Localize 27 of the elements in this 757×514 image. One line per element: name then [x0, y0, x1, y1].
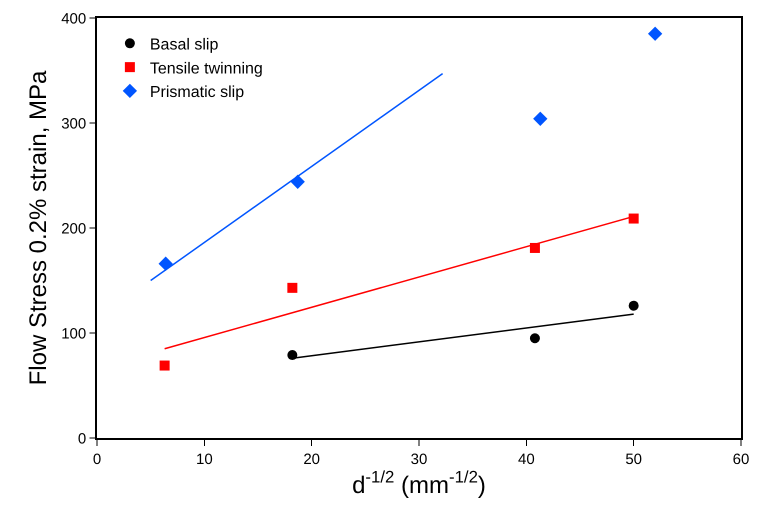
legend-label: Tensile twinning [150, 60, 263, 78]
point [628, 300, 639, 311]
point [158, 256, 173, 271]
y-tick-label: 400 [61, 10, 86, 28]
point [648, 26, 662, 41]
x-tick-label: 30 [410, 450, 428, 468]
point [290, 174, 305, 189]
x-tick-label: 50 [625, 450, 642, 468]
x-axis-title: d$^{-1/2}$ (mm$^{-1/2}$) [352, 468, 486, 499]
x-tick-label: 10 [196, 450, 213, 468]
x-tick-label: 20 [303, 450, 320, 468]
y-tick-label: 200 [61, 220, 86, 238]
point [530, 333, 540, 344]
x-tick-label: 0 [92, 450, 102, 468]
legend-label: Basal slip [150, 36, 218, 54]
point [287, 350, 298, 360]
x-tick-label: 40 [518, 450, 535, 468]
x-tick-label: 60 [732, 450, 750, 468]
y-tick-label: 300 [61, 115, 86, 132]
legend-label: Prismatic slip [150, 84, 244, 102]
point [533, 112, 548, 126]
point [160, 360, 170, 371]
y-tick-label: 100 [61, 325, 86, 342]
y-tick-label: 0 [78, 430, 86, 448]
y-axis-title: Flow Stress 0.2% strain, MPa [24, 70, 52, 386]
point [628, 214, 639, 224]
point [287, 282, 298, 293]
